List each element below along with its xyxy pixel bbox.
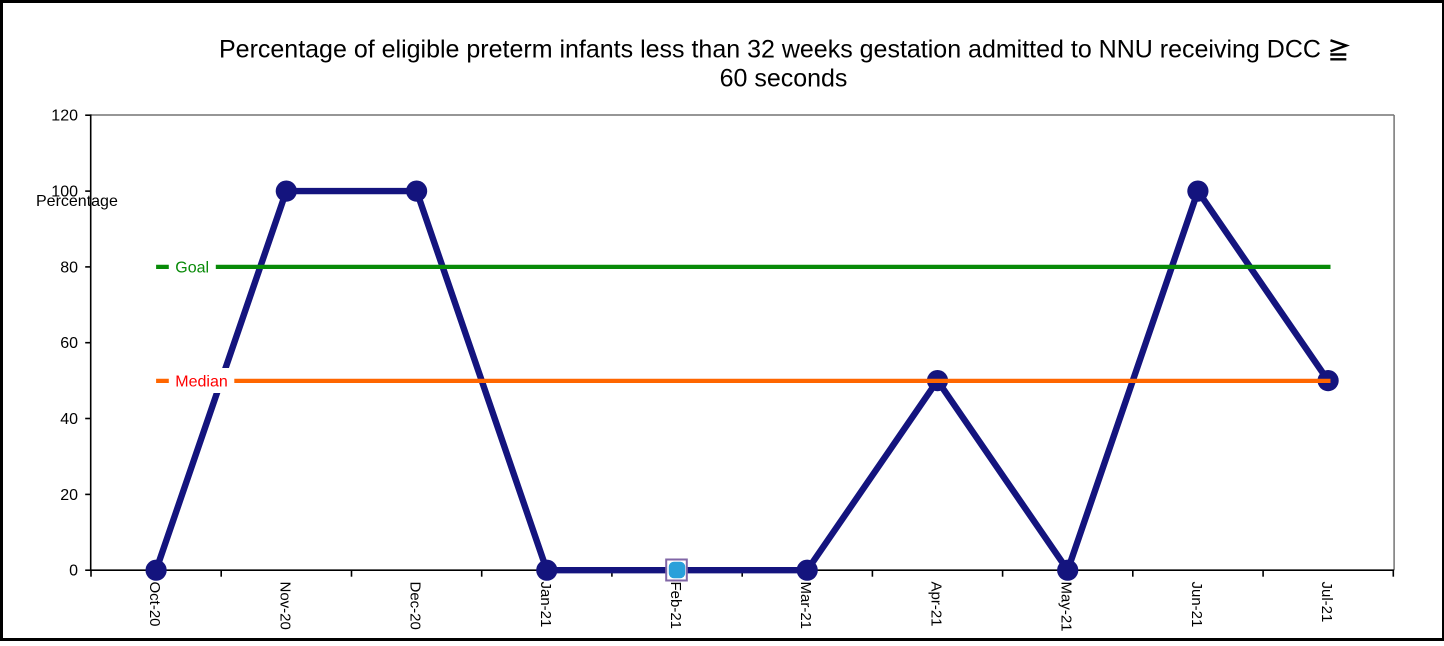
svg-text:60: 60: [60, 335, 78, 352]
svg-text:Percentage: Percentage: [36, 193, 118, 210]
svg-text:120: 120: [51, 108, 78, 125]
svg-text:60 seconds: 60 seconds: [720, 65, 848, 93]
svg-text:Median: Median: [175, 374, 227, 391]
svg-text:Goal: Goal: [175, 260, 209, 277]
svg-text:80: 80: [60, 259, 78, 276]
svg-text:Apr-21: Apr-21: [928, 582, 945, 627]
svg-text:Nov-20: Nov-20: [276, 582, 293, 630]
svg-text:Feb-21: Feb-21: [667, 582, 684, 630]
svg-text:100: 100: [51, 184, 78, 201]
svg-text:20: 20: [60, 487, 78, 504]
svg-text:0: 0: [69, 563, 78, 580]
svg-text:Dec-20: Dec-20: [407, 582, 424, 630]
svg-text:Mar-21: Mar-21: [797, 582, 814, 630]
svg-text:Percentage of eligible preterm: Percentage of eligible preterm infants l…: [219, 36, 1321, 64]
svg-text:Jul-21: Jul-21: [1318, 582, 1335, 623]
svg-text:May-21: May-21: [1058, 582, 1075, 632]
svg-text:40: 40: [60, 411, 78, 428]
svg-text:Oct-20: Oct-20: [146, 582, 163, 627]
svg-text:Jun-21: Jun-21: [1188, 582, 1205, 628]
svg-text:Jan-21: Jan-21: [537, 582, 554, 628]
